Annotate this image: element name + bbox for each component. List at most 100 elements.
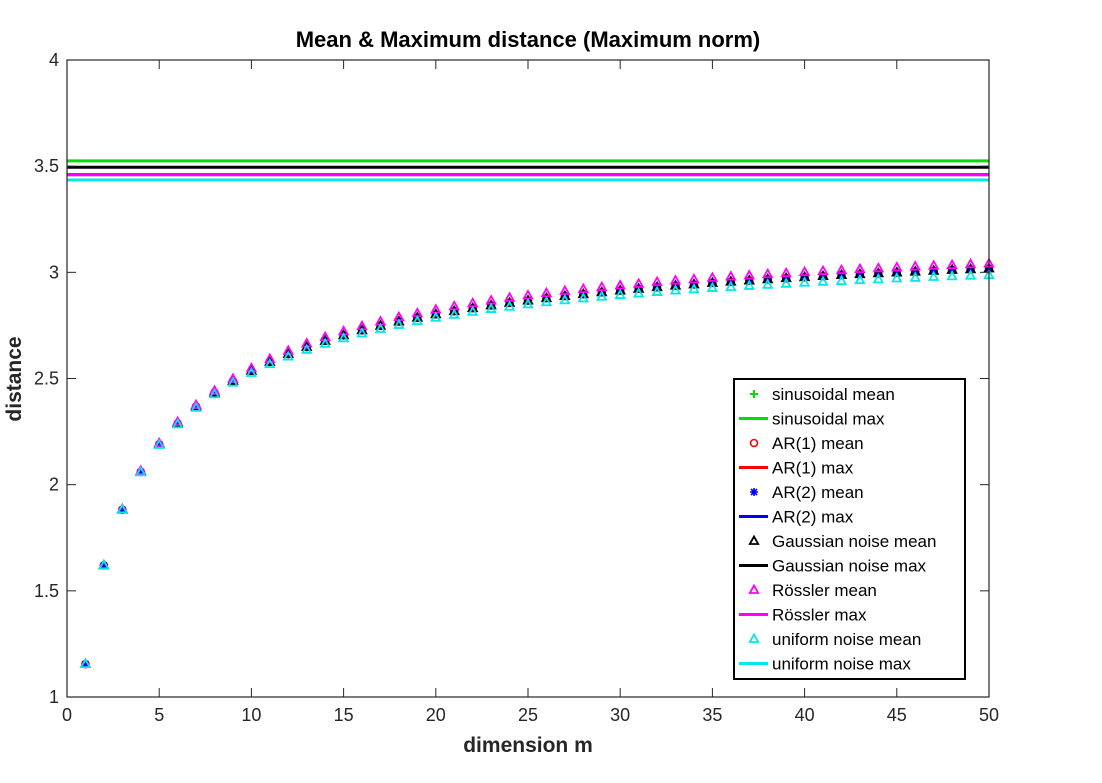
- data-point: [817, 275, 829, 286]
- y-ticks: 1 1.5 2 2.5 3 3.5 4: [34, 50, 989, 707]
- data-point: [927, 259, 940, 270]
- data-point: [264, 352, 276, 363]
- y-axis-label: distance: [3, 336, 26, 421]
- data-point: [948, 265, 957, 274]
- data-point: [503, 300, 516, 311]
- x-tick-label: 35: [702, 705, 722, 725]
- data-point: [743, 269, 756, 280]
- data-point: [374, 322, 387, 333]
- y-tick-label: 4: [49, 50, 59, 70]
- data-point: [136, 467, 145, 476]
- data-point: [245, 361, 258, 373]
- legend-label: uniform noise max: [772, 655, 911, 674]
- data-point: [118, 505, 127, 514]
- x-tick-label: 5: [154, 705, 164, 725]
- data-point: [706, 276, 719, 287]
- data-point: [780, 277, 792, 288]
- data-point: [448, 304, 460, 316]
- data-point: [430, 311, 442, 322]
- legend-label: sinusoidal max: [772, 410, 885, 429]
- data-point: [208, 387, 221, 399]
- legend-label: Gaussian noise max: [772, 557, 927, 576]
- legend-marker-swatch: [748, 583, 760, 594]
- data-point: [155, 440, 164, 449]
- max-lines: [67, 159, 989, 182]
- data-point: [210, 388, 219, 397]
- data-point: [743, 279, 756, 290]
- data-point: [171, 418, 184, 429]
- legend-entry: AR(1) max: [739, 459, 854, 478]
- data-point: [909, 260, 921, 271]
- data-point: [798, 265, 811, 277]
- data-point: [761, 278, 774, 289]
- legend-entry: sinusoidal max: [739, 410, 885, 429]
- y-tick-label: 1: [49, 687, 59, 707]
- data-point: [466, 301, 479, 313]
- data-point: [669, 279, 682, 290]
- data-point: [964, 257, 977, 269]
- x-axis-label: dimension m: [463, 734, 593, 757]
- legend-label: uniform noise mean: [772, 630, 921, 649]
- data-point: [706, 281, 719, 292]
- data-point: [522, 298, 534, 309]
- data-point: [966, 265, 975, 274]
- x-ticks: 0 5 10 15 20 25 30 35 40 45 50: [62, 60, 999, 725]
- legend-entry: uniform noise max: [739, 655, 911, 674]
- data-point: [854, 273, 866, 285]
- x-tick-label: 10: [241, 705, 261, 725]
- data-point: [614, 288, 626, 299]
- data-point: [596, 280, 608, 292]
- data-point: [135, 466, 147, 477]
- x-tick-label: 20: [426, 705, 446, 725]
- data-point: [245, 366, 258, 377]
- legend-marker-swatch: [748, 632, 760, 643]
- data-point: [173, 419, 182, 428]
- legend-entry: AR(1) mean: [749, 434, 864, 453]
- legend-marker-swatch: [750, 488, 758, 496]
- data-point: [854, 262, 866, 274]
- legend-label: AR(1) mean: [772, 434, 864, 453]
- legend-entry: Gaussian noise max: [739, 557, 927, 576]
- data-point: [300, 343, 313, 354]
- data-point: [153, 438, 165, 449]
- legend-marker-swatch: [750, 390, 758, 398]
- y-tick-label: 3: [49, 262, 59, 282]
- data-point: [245, 364, 258, 375]
- data-point: [540, 291, 553, 303]
- legend-entry: Rössler max: [739, 606, 867, 625]
- data-point: [282, 350, 295, 361]
- legend-entry: Gaussian noise mean: [748, 532, 936, 551]
- data-point: [835, 263, 848, 275]
- data-point: [540, 295, 553, 307]
- x-tick-label: 25: [518, 705, 538, 725]
- data-point: [632, 287, 645, 298]
- data-point: [192, 402, 201, 411]
- data-point: [946, 258, 958, 270]
- data-point: [706, 271, 719, 282]
- x-tick-label: 30: [610, 705, 630, 725]
- data-point: [725, 270, 737, 281]
- data-point: [171, 415, 184, 426]
- data-point: [393, 318, 405, 329]
- data-point: [780, 266, 792, 278]
- legend-label: AR(2) mean: [772, 483, 864, 502]
- data-point: [503, 296, 516, 307]
- legend-marker-swatch: [748, 534, 760, 545]
- legend-marker-swatch: [749, 438, 759, 448]
- legend-label: Gaussian noise mean: [772, 532, 936, 551]
- data-point: [190, 401, 202, 412]
- data-point: [596, 285, 608, 297]
- legend-entry: AR(2) mean: [750, 483, 864, 502]
- legend-label: AR(1) max: [772, 459, 854, 478]
- data-point: [466, 305, 479, 316]
- data-point: [98, 559, 110, 570]
- data-point: [835, 274, 848, 285]
- x-tick-label: 50: [979, 705, 999, 725]
- data-point: [116, 503, 129, 514]
- data-point: [337, 332, 350, 343]
- data-point: [798, 270, 811, 282]
- data-point: [577, 287, 590, 299]
- data-point: [577, 292, 590, 303]
- legend-label: Rössler max: [772, 606, 867, 625]
